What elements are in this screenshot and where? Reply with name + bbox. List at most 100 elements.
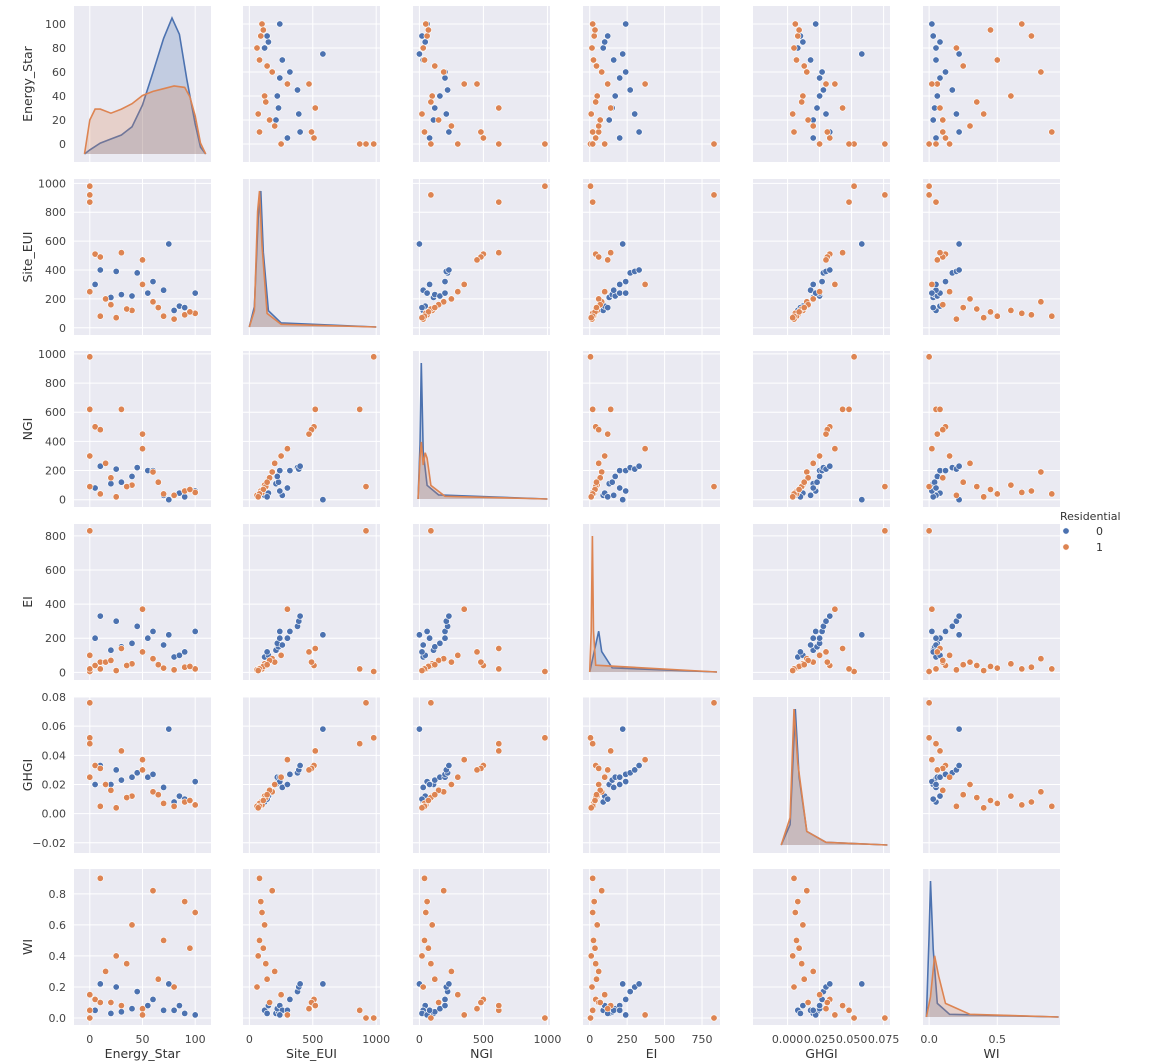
scatter-point-series-0 bbox=[274, 104, 282, 112]
scatter-point-series-1 bbox=[86, 1006, 94, 1014]
scatter-point-series-0 bbox=[421, 38, 429, 46]
scatter-point-series-1 bbox=[845, 665, 853, 673]
scatter-point-series-0 bbox=[415, 240, 423, 248]
scatter-point-series-1 bbox=[587, 110, 595, 118]
scatter-point-series-1 bbox=[604, 430, 612, 438]
scatter-point-series-1 bbox=[473, 766, 481, 774]
scatter-point-series-0 bbox=[936, 38, 944, 46]
scatter-point-series-1 bbox=[959, 661, 967, 669]
scatter-point-series-1 bbox=[477, 998, 485, 1006]
scatter-point-series-1 bbox=[123, 305, 131, 313]
y-tick-label: 800 bbox=[45, 530, 66, 543]
y-tick-label: 20 bbox=[52, 114, 66, 127]
scatter-point-series-1 bbox=[928, 80, 936, 88]
scatter-point-series-0 bbox=[133, 464, 141, 472]
scatter-point-series-0 bbox=[955, 761, 963, 769]
scatter-point-series-1 bbox=[1027, 311, 1035, 319]
scatter-point-series-0 bbox=[445, 266, 453, 274]
scatter-point-series-1 bbox=[986, 796, 994, 804]
scatter-point-series-0 bbox=[955, 50, 963, 58]
scatter-point-series-1 bbox=[925, 667, 933, 675]
scatter-point-series-1 bbox=[1048, 665, 1056, 673]
scatter-point-series-1 bbox=[936, 747, 944, 755]
panel-GHGI-vs-EI bbox=[583, 696, 720, 853]
panel-WI-vs-EI bbox=[583, 869, 720, 1025]
scatter-point-series-0 bbox=[941, 467, 949, 475]
scatter-point-series-1 bbox=[473, 648, 481, 656]
y-tick-label: 600 bbox=[45, 406, 66, 419]
scatter-point-series-1 bbox=[495, 198, 503, 206]
scatter-point-series-1 bbox=[477, 658, 485, 666]
x-tick-label: 0.025 bbox=[804, 1033, 836, 1046]
scatter-point-series-0 bbox=[128, 773, 136, 781]
x-tick-label: 0 bbox=[86, 1033, 93, 1046]
scatter-point-series-1 bbox=[973, 483, 981, 491]
scatter-point-series-1 bbox=[1018, 309, 1026, 317]
scatter-point-series-0 bbox=[932, 134, 940, 142]
scatter-point-series-0 bbox=[955, 725, 963, 733]
x-tick-label: 100 bbox=[185, 1033, 206, 1046]
scatter-point-series-0 bbox=[616, 780, 624, 788]
scatter-point-series-1 bbox=[86, 288, 94, 296]
scatter-point-series-1 bbox=[139, 256, 147, 264]
scatter-point-series-1 bbox=[587, 493, 595, 501]
scatter-point-series-0 bbox=[117, 291, 125, 299]
scatter-point-series-1 bbox=[305, 648, 313, 656]
scatter-point-series-1 bbox=[596, 786, 604, 794]
scatter-point-series-1 bbox=[595, 764, 603, 772]
scatter-point-series-0 bbox=[622, 995, 630, 1003]
scatter-point-series-0 bbox=[128, 472, 136, 480]
y-tick-label: 400 bbox=[45, 264, 66, 277]
scatter-point-series-1 bbox=[939, 656, 947, 664]
scatter-point-series-0 bbox=[619, 50, 627, 58]
scatter-point-series-0 bbox=[96, 612, 104, 620]
scatter-point-series-1 bbox=[592, 975, 600, 983]
scatter-point-series-0 bbox=[181, 648, 189, 656]
x-tick-label: 0 bbox=[586, 1033, 593, 1046]
scatter-point-series-1 bbox=[591, 796, 599, 804]
scatter-point-series-0 bbox=[149, 995, 157, 1003]
scatter-point-series-0 bbox=[616, 280, 624, 288]
scatter-point-series-1 bbox=[925, 140, 933, 148]
scatter-point-series-1 bbox=[822, 1005, 830, 1013]
panel-Energy_Star-vs-Energy_Star bbox=[74, 6, 211, 162]
scatter-point-series-0 bbox=[822, 617, 830, 625]
x-axis-label: WI bbox=[983, 1046, 999, 1061]
panel-Site_EUI-vs-Site_EUI bbox=[243, 179, 380, 335]
scatter-point-series-1 bbox=[186, 485, 194, 493]
scatter-point-series-1 bbox=[809, 967, 817, 975]
scatter-point-series-1 bbox=[589, 198, 597, 206]
scatter-point-series-1 bbox=[839, 104, 847, 112]
scatter-point-series-1 bbox=[790, 128, 798, 136]
kde-fill-series-1 bbox=[926, 955, 1059, 1017]
scatter-point-series-1 bbox=[154, 661, 162, 669]
scatter-point-series-1 bbox=[112, 667, 120, 675]
scatter-point-series-0 bbox=[936, 792, 944, 800]
scatter-point-series-1 bbox=[641, 80, 649, 88]
scatter-point-series-1 bbox=[102, 295, 110, 303]
y-tick-label: 0.4 bbox=[49, 950, 67, 963]
scatter-point-series-0 bbox=[928, 627, 936, 635]
scatter-point-series-1 bbox=[86, 452, 94, 460]
scatter-point-series-1 bbox=[96, 802, 104, 810]
y-tick-label: 0.2 bbox=[49, 981, 67, 994]
x-tick-label: 0.050 bbox=[836, 1033, 868, 1046]
scatter-point-series-0 bbox=[191, 627, 199, 635]
scatter-point-series-0 bbox=[263, 648, 271, 656]
scatter-point-series-1 bbox=[822, 80, 830, 88]
legend-marker-series-1 bbox=[1062, 543, 1070, 551]
scatter-point-series-1 bbox=[473, 80, 481, 88]
scatter-point-series-1 bbox=[966, 122, 974, 130]
scatter-point-series-1 bbox=[154, 975, 162, 983]
scatter-point-series-1 bbox=[427, 699, 435, 707]
scatter-point-series-0 bbox=[622, 20, 630, 28]
scatter-point-series-0 bbox=[112, 983, 120, 991]
scatter-point-series-1 bbox=[428, 921, 436, 929]
scatter-point-series-1 bbox=[593, 921, 601, 929]
y-tick-label: 200 bbox=[45, 632, 66, 645]
scatter-point-series-1 bbox=[790, 983, 798, 991]
scatter-point-series-1 bbox=[589, 1006, 597, 1014]
scatter-point-series-1 bbox=[86, 1014, 94, 1022]
scatter-point-series-1 bbox=[283, 445, 291, 453]
